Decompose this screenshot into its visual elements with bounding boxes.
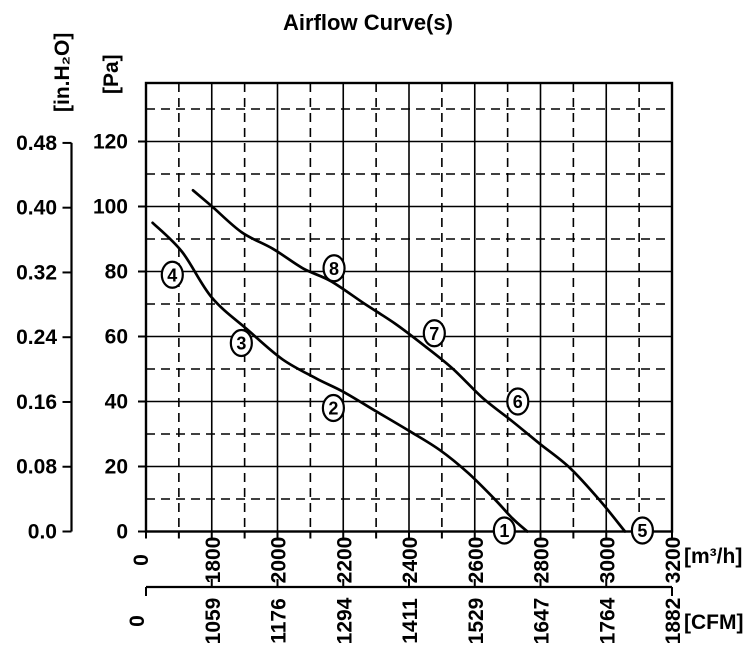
inh2o-tick-label: 0.16 — [16, 391, 57, 414]
cfm-tick-label: 1059 — [202, 598, 225, 645]
pa-tick-label: 40 — [105, 391, 128, 414]
pa-tick-label: 0 — [116, 521, 128, 544]
curve-label-circle-1 — [492, 516, 516, 545]
curve-label-circle-6 — [506, 387, 530, 416]
m3h-tick-label: 0 — [130, 554, 153, 566]
m3h-tick-label: 2600 — [465, 537, 488, 584]
cfm-tick-label: 1411 — [399, 598, 422, 644]
curve-label-number-3: 3 — [236, 334, 246, 354]
cfm-tick-label: 1529 — [465, 598, 488, 645]
pa-tick-label: 120 — [93, 131, 128, 154]
axes-and-ticks — [62, 81, 674, 596]
inh2o-tick-label: 0.32 — [16, 261, 57, 284]
fan-curves — [151, 188, 627, 533]
curve-label-circle-2 — [321, 393, 345, 423]
m3h-tick-label: 2400 — [399, 537, 422, 584]
pa-tick-label: 60 — [105, 326, 128, 349]
m3h-tick-label: 3000 — [596, 537, 619, 584]
m3h-tick-label: 1800 — [202, 537, 225, 584]
curve-1-2-3-4 — [151, 221, 529, 533]
cfm-tick-label: 0 — [126, 615, 149, 627]
m3h-tick-label: 2800 — [531, 537, 554, 584]
inh2o-tick-label: 0.24 — [16, 326, 57, 349]
grid-lines — [146, 83, 672, 532]
curve-5-6-7-8 — [191, 188, 627, 533]
tick-labels: 0204060801001200.00.080.160.240.320.400.… — [16, 131, 685, 645]
curve-number-labels: 4 3 2 1 8 7 6 5 — [160, 254, 655, 545]
inh2o-tick-label: 0.48 — [16, 132, 57, 155]
cfm-tick-label: 1176 — [268, 598, 291, 644]
pa-tick-label: 20 — [105, 456, 128, 479]
cfm-tick-label: 1294 — [333, 597, 356, 644]
curve-label-number-2: 2 — [328, 399, 338, 419]
x-axis-secondary-unit-label: [CFM] — [684, 611, 743, 634]
curve-label-circle-8 — [322, 254, 346, 283]
cfm-tick-label: 1764 — [596, 597, 619, 644]
m3h-tick-label: 2000 — [268, 537, 291, 584]
curve-label-circle-7 — [422, 319, 446, 348]
curve-label-circle-4 — [160, 260, 184, 289]
inh2o-tick-label: 0.0 — [28, 521, 57, 544]
curve-label-circle-3 — [229, 328, 253, 358]
curve-label-number-1: 1 — [499, 521, 509, 541]
curve-label-number-4: 4 — [167, 265, 177, 285]
inh2o-tick-label: 0.08 — [16, 456, 57, 479]
x-axis-primary-unit-label: [m³/h] — [684, 545, 742, 568]
m3h-tick-label: 2200 — [333, 537, 356, 584]
chart-title: Airflow Curve(s) — [283, 10, 453, 35]
cfm-tick-label: 1882 — [662, 598, 685, 645]
curve-label-number-8: 8 — [329, 259, 339, 279]
m3h-tick-label: 3200 — [662, 537, 685, 584]
y-axis-secondary-unit-label: [in.H₂O] — [51, 33, 74, 112]
curve-label-circle-5 — [630, 516, 655, 545]
pa-tick-label: 100 — [93, 196, 128, 219]
cfm-tick-label: 1647 — [531, 598, 554, 645]
y-axis-primary-unit-label: [Pa] — [100, 54, 123, 94]
pa-tick-label: 80 — [105, 261, 128, 284]
inh2o-tick-label: 0.40 — [16, 197, 57, 220]
curve-label-number-5: 5 — [637, 521, 647, 541]
curve-label-number-6: 6 — [513, 392, 523, 412]
curve-label-number-7: 7 — [429, 324, 439, 344]
